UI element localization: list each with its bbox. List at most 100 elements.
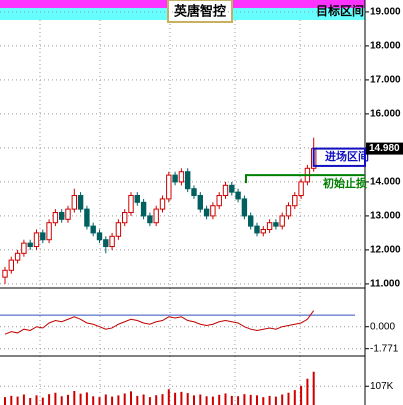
volume-bar [218, 394, 221, 405]
y-tick-label: 17.000 [370, 75, 401, 86]
candle-body [153, 208, 159, 224]
volume-bar [41, 397, 44, 405]
candle-body [229, 184, 235, 193]
candle-body [77, 195, 84, 210]
volume-bar [29, 398, 32, 405]
candle-body [109, 235, 115, 248]
candle-body [33, 232, 40, 248]
volume-bar [256, 395, 258, 405]
candle-body [298, 181, 304, 197]
volume-bar [268, 395, 271, 405]
volume-bar [274, 396, 277, 405]
volume-bar [237, 396, 240, 405]
candle-body [260, 229, 267, 234]
candle-body [2, 269, 8, 278]
candle-body [248, 215, 254, 227]
candle-body [235, 191, 241, 200]
candle-body [122, 212, 128, 224]
candle-body [203, 208, 210, 217]
candle-body [216, 195, 222, 207]
volume-bar [22, 394, 25, 405]
volume-bar [136, 395, 139, 405]
entry-zone [312, 147, 367, 167]
volume-bar [155, 395, 158, 405]
candle-body [178, 171, 185, 183]
volume-bar [117, 395, 120, 405]
candle-body [90, 225, 96, 234]
entry-label: 进场区间 [325, 149, 369, 163]
volume-bar [174, 392, 177, 405]
candle-body [52, 212, 59, 224]
volume-bar [35, 395, 38, 405]
candle-body [40, 232, 46, 241]
candle-body [65, 208, 71, 220]
candle-body [140, 201, 147, 217]
volume-bar [67, 394, 69, 405]
candle-body [84, 208, 90, 227]
volume-bar [249, 394, 252, 405]
candle-body [134, 195, 141, 203]
candle-body [115, 222, 122, 237]
volume-bar [142, 394, 145, 405]
volume-bar [92, 396, 95, 405]
volume-bar [98, 397, 101, 405]
volume-bar [85, 392, 88, 405]
y-tick-label: 13.000 [370, 211, 401, 222]
volume-bar [123, 393, 126, 405]
volume-bar [73, 391, 76, 405]
candle-body [159, 198, 166, 210]
candle-body [210, 205, 216, 217]
candle-body [96, 232, 103, 241]
y-tick-label: 12.000 [370, 245, 401, 256]
volume-bar [293, 390, 296, 405]
candle-body [21, 242, 27, 254]
volume-bar [180, 391, 183, 405]
volume-bar [79, 393, 82, 405]
volume-bar [111, 396, 114, 405]
volume-bar [230, 395, 233, 405]
volume-bar [186, 393, 189, 405]
candle-body [46, 222, 52, 241]
candle-body [71, 195, 77, 210]
candle-body [197, 195, 204, 210]
volume-bar [54, 392, 57, 405]
volume-bar [306, 378, 309, 405]
volume-bar [193, 395, 195, 405]
stop-label: 初始止损 [323, 176, 367, 190]
volume-bar [300, 385, 303, 405]
candle-body [185, 171, 191, 190]
target-label: 目标区间 [316, 3, 364, 18]
candle-body [172, 174, 178, 183]
y-tick-label: 18.000 [370, 41, 401, 52]
y-tick-label: 107K [370, 381, 394, 392]
candle-body [147, 215, 153, 224]
volume-bar [224, 393, 227, 405]
candle-body [166, 174, 172, 200]
volume-bar [211, 396, 214, 405]
volume-bar [48, 394, 51, 405]
candle-body [266, 222, 273, 231]
volume-bar [60, 396, 63, 405]
volume-bar [312, 371, 315, 405]
candle-body [222, 184, 229, 197]
y-tick-label: 16.000 [370, 109, 401, 120]
volume-bar [10, 395, 13, 405]
volume-bar [205, 396, 208, 405]
indicator-line [4, 310, 315, 335]
y-tick-label: 11.000 [370, 279, 400, 290]
candle-body [14, 252, 21, 261]
candle-body [191, 188, 197, 197]
candle-body [8, 259, 15, 271]
candle-body [27, 242, 33, 248]
candle-body [273, 222, 279, 227]
y-tick-label: 14.000 [370, 177, 401, 188]
volume-bar [130, 391, 132, 405]
title-box [167, 0, 233, 23]
price-tag [366, 142, 403, 155]
volume-bar [148, 397, 151, 405]
volume-bar [287, 392, 290, 405]
y-tick-label: 19.000 [370, 7, 401, 18]
price-tag-label: 14.980 [369, 143, 400, 154]
volume-bar [199, 394, 202, 405]
